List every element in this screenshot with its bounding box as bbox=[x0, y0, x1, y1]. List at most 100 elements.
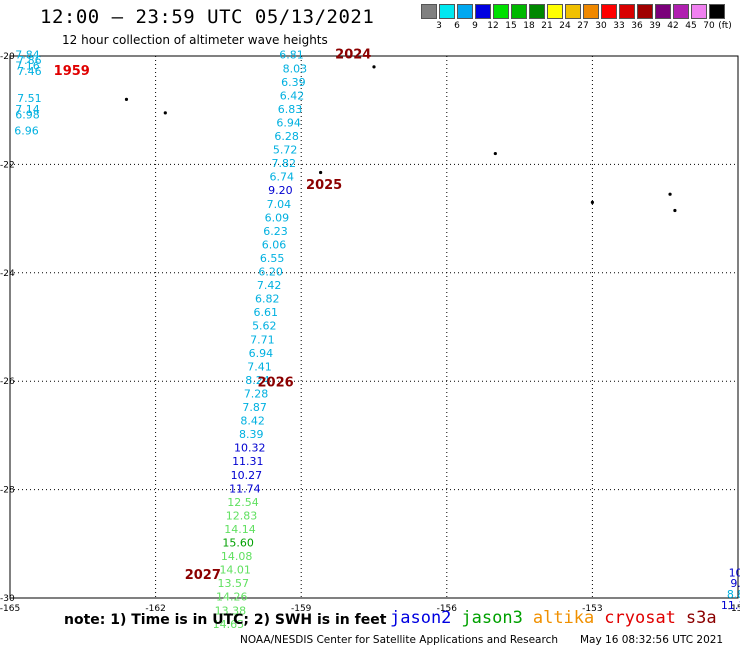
island-marker bbox=[124, 97, 129, 101]
color-scale-label: 45 bbox=[685, 21, 697, 31]
wave-height-value: 10.32 bbox=[234, 442, 266, 455]
wave-height-value: 7.46 bbox=[17, 65, 42, 78]
wave-height-value: 6.81 bbox=[279, 49, 304, 62]
latitude-tick-label: -24 bbox=[0, 269, 15, 279]
wave-height-value: 13.38 bbox=[215, 604, 247, 617]
latitude-tick-label: -26 bbox=[0, 377, 15, 387]
wave-height-value: 12.83 bbox=[226, 509, 258, 522]
satellite-jason2: jason2 bbox=[390, 608, 452, 628]
wave-height-value: 8.03 bbox=[283, 62, 308, 75]
wave-height-value: 11.74 bbox=[229, 482, 261, 495]
wave-height-value: 8.24 bbox=[245, 374, 270, 387]
color-swatch bbox=[511, 4, 527, 19]
color-scale-label: 39 bbox=[649, 21, 661, 31]
page-subtitle: 12 hour collection of altimeter wave hei… bbox=[62, 33, 328, 47]
color-swatch bbox=[637, 4, 653, 19]
color-swatch bbox=[655, 4, 671, 19]
wave-height-value: 14.26 bbox=[216, 591, 248, 604]
wave-height-value: 10.27 bbox=[231, 469, 263, 482]
wave-height-value: 7.82 bbox=[271, 157, 296, 170]
satellite-legend: jason2 jason3 altika cryosat s3a bbox=[390, 608, 727, 628]
wave-height-value: 7.14 bbox=[15, 103, 40, 116]
island-marker bbox=[668, 192, 672, 196]
color-swatch bbox=[547, 4, 563, 19]
wave-height-value: 14.01 bbox=[219, 564, 251, 577]
color-scale-label: 24 bbox=[559, 21, 571, 31]
wave-height-value: 6.39 bbox=[281, 76, 306, 89]
color-scale-label: 36 bbox=[631, 21, 643, 31]
wave-height-value: 6.55 bbox=[260, 252, 285, 265]
color-swatch bbox=[619, 4, 635, 19]
wave-height-value: 7.04 bbox=[267, 198, 292, 211]
satellite-jason3: jason3 bbox=[461, 608, 523, 628]
wave-height-value: 7.42 bbox=[257, 279, 282, 292]
wave-height-value: 6.42 bbox=[280, 89, 305, 102]
color-scale-label: 15 bbox=[505, 21, 517, 31]
latitude-tick-label: -20 bbox=[0, 52, 15, 62]
wave-height-value: 10 bbox=[729, 566, 740, 579]
wave-height-value: 6.09 bbox=[265, 211, 290, 224]
track-time-label: 2026 bbox=[258, 376, 294, 391]
units-note: note: 1) Time is in UTC; 2) SWH is in fe… bbox=[64, 612, 387, 628]
wave-height-value: 6.20 bbox=[258, 266, 283, 279]
longitude-tick-label: -156 bbox=[437, 604, 458, 614]
color-scale-label: 21 bbox=[541, 21, 553, 31]
track-time-label: 2025 bbox=[306, 178, 342, 193]
wave-height-value: 8.39 bbox=[239, 428, 264, 441]
credit-line: NOAA/NESDIS Center for Satellite Applica… bbox=[240, 634, 558, 646]
longitude-tick-label: -162 bbox=[145, 604, 165, 614]
wave-height-value: 5.62 bbox=[252, 320, 277, 333]
wave-height-value: 7.84 bbox=[15, 49, 40, 62]
wave-height-value: 7.16 bbox=[15, 60, 40, 73]
wave-height-value: 7.51 bbox=[17, 92, 42, 105]
wave-height-value: 11.31 bbox=[232, 455, 264, 468]
wave-height-value: 7.28 bbox=[244, 387, 269, 400]
satellite-cryosat: cryosat bbox=[604, 608, 676, 628]
track-time-label: 2027 bbox=[185, 568, 221, 583]
wave-height-value: 7.86 bbox=[17, 54, 42, 67]
color-swatch bbox=[601, 4, 617, 19]
color-swatch bbox=[493, 4, 509, 19]
wave-height-value: 5.72 bbox=[273, 144, 298, 157]
wave-height-value: 13.57 bbox=[218, 577, 250, 590]
wave-height-value: 15.60 bbox=[222, 537, 254, 550]
map-frame bbox=[9, 55, 739, 599]
wave-height-value: 6.83 bbox=[278, 103, 303, 116]
wave-height-value: 6.94 bbox=[276, 116, 301, 129]
color-scale-label: 6 bbox=[454, 21, 460, 31]
track-time-label: 1959 bbox=[54, 64, 90, 79]
color-swatch bbox=[565, 4, 581, 19]
color-scale-label: 18 bbox=[523, 21, 535, 31]
wave-height-value: 6.96 bbox=[14, 125, 39, 138]
color-swatch bbox=[691, 4, 707, 19]
wave-height-value: 8.8 bbox=[727, 588, 740, 601]
latitude-tick-label: -22 bbox=[0, 160, 15, 170]
color-scale-label: 27 bbox=[577, 21, 589, 31]
island-marker bbox=[319, 170, 323, 175]
satellite-s3a: s3a bbox=[685, 608, 717, 628]
track-time-label: 2024 bbox=[335, 48, 371, 63]
wave-height-value: 6.74 bbox=[270, 171, 295, 184]
wave-height-value: 7.71 bbox=[250, 333, 275, 346]
wave-height-value: 14.08 bbox=[221, 550, 253, 563]
color-scale-label: 9 bbox=[472, 21, 478, 31]
island-marker bbox=[163, 111, 167, 115]
color-swatch bbox=[529, 4, 545, 19]
color-swatch bbox=[583, 4, 599, 19]
wave-height-value: 9.20 bbox=[268, 184, 293, 197]
color-swatch bbox=[673, 4, 689, 19]
island-marker bbox=[493, 151, 497, 156]
wave-height-value: 6.28 bbox=[274, 130, 299, 143]
satellite-altika: altika bbox=[532, 608, 595, 628]
longitude-tick-label: -159 bbox=[291, 604, 312, 614]
color-swatch bbox=[457, 4, 473, 19]
wave-height-value: 11.1 bbox=[721, 599, 740, 612]
color-scale-label: 33 bbox=[613, 21, 625, 31]
wave-height-value: 9. bbox=[730, 577, 740, 590]
wave-height-value: 6.98 bbox=[15, 108, 40, 121]
color-scale-label: 12 bbox=[487, 21, 499, 31]
wave-height-value: 7.87 bbox=[242, 401, 267, 414]
wave-height-value: 14.14 bbox=[224, 523, 256, 536]
